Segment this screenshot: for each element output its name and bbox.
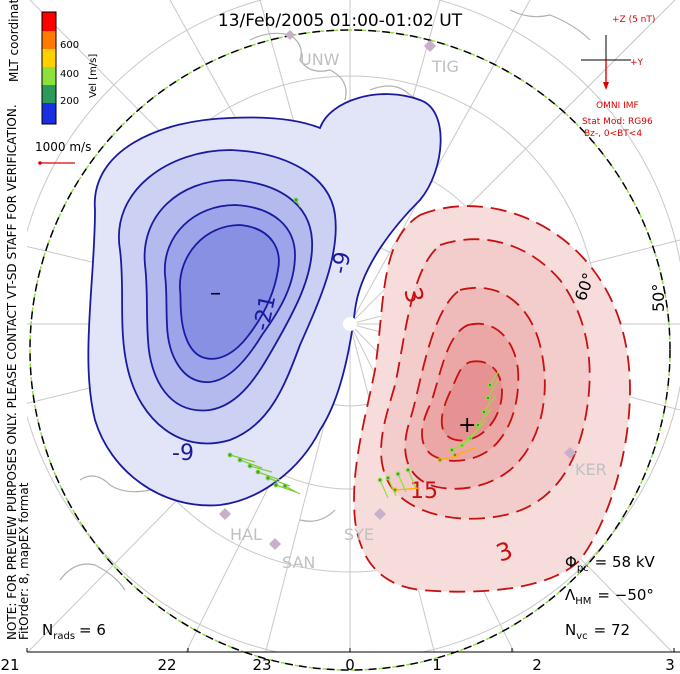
- heppner-maynard-boundary: [29, 29, 671, 671]
- cross-polar-potential-stat: Φpc = 58 kV: [565, 553, 656, 574]
- mlt-tick-2: 2: [532, 656, 542, 674]
- contour-label-minus-9-upper: -9: [327, 250, 356, 277]
- station-label-tig: TIG: [431, 57, 459, 76]
- velocity-scale: 1000 m/s: [35, 140, 91, 165]
- station-label-hal: HAL: [230, 525, 262, 544]
- nrads-stat: Nrads = 6: [42, 621, 106, 642]
- imf-y-label: +Y: [630, 58, 644, 68]
- imf-clock-dial: +Z (5 nT) +Y OMNI IMF Stat Mod: RG96 Bz-…: [581, 15, 655, 139]
- mlt-tick-23: 23: [252, 656, 271, 674]
- hm-boundary-latitude-stat: ΛHM = −50°: [565, 586, 654, 607]
- imf-model-label: Stat Mod: RG96: [582, 117, 653, 127]
- imf-source-label: OMNI IMF: [596, 101, 639, 111]
- contour-label-3-upper: 3: [398, 284, 429, 306]
- colorbar-tick-400: 400: [60, 69, 79, 80]
- mlt-tick-3: 3: [665, 656, 675, 674]
- colorbar-tick-200: 200: [60, 96, 79, 107]
- mlt-tick-0: 0: [345, 656, 355, 674]
- velocity-vectors: [227, 197, 499, 499]
- mlt-axis-ticks: [26, 648, 675, 652]
- station-label-unw: UNW: [300, 50, 340, 69]
- nvc-stat: Nvc = 72: [565, 621, 630, 642]
- station-label-sye: SYE: [344, 525, 374, 544]
- fit-order-note: FitOrder: 8, mapEX format: [17, 482, 31, 640]
- map-statistics: Nrads = 6 Φpc = 58 kV ΛHM = −50° Nvc = 72: [42, 553, 656, 642]
- mlt-tick-21: 21: [0, 656, 19, 674]
- latitude-label-50: 50°: [649, 284, 668, 312]
- velocity-colorbar: 600 400 200 Vel [m/s]: [41, 11, 99, 125]
- contour-label-15: 15: [410, 479, 438, 504]
- imf-z-label: +Z (5 nT): [612, 15, 655, 25]
- coordinate-system-label: MLT coordinates: [7, 0, 21, 82]
- station-label-ker: KER: [575, 460, 607, 479]
- magnetic-pole-marker: [343, 317, 357, 331]
- contour-label-minus-9-lower: -9: [172, 441, 194, 466]
- negative-center-mark: –: [210, 281, 221, 306]
- map-title: 13/Feb/2005 01:00-01:02 UT: [218, 11, 463, 31]
- imf-condition-label: Bz-, 0<BT<4: [584, 129, 642, 139]
- colorbar-label: Vel [m/s]: [88, 54, 99, 98]
- preview-note: NOTE: FOR PREVIEW PURPOSES ONLY. PLEASE …: [5, 104, 19, 640]
- mlt-tick-22: 22: [157, 656, 176, 674]
- positive-center-mark: +: [458, 413, 476, 438]
- station-label-san: SAN: [282, 553, 315, 572]
- station-markers: [219, 30, 576, 550]
- scale-label: 1000 m/s: [35, 140, 91, 154]
- mlt-tick-1: 1: [432, 656, 442, 674]
- negative-cell: – -21 -9 -9: [87, 93, 442, 507]
- positive-cell: + 3 15 3: [353, 205, 631, 593]
- colorbar-tick-600: 600: [60, 40, 79, 51]
